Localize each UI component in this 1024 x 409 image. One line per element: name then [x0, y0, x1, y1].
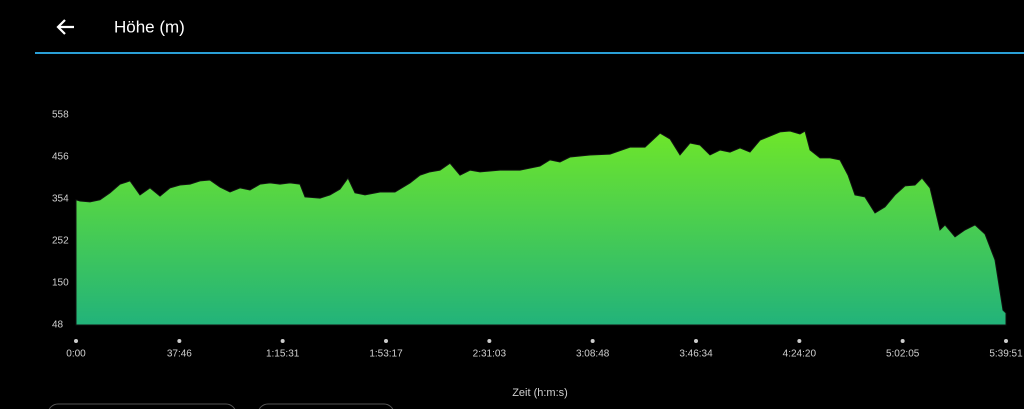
y-tick-label: 354 [52, 194, 69, 205]
x-tick-label: 0:00 [66, 349, 86, 360]
x-tick-dot [487, 339, 492, 343]
y-tick-label: 456 [52, 152, 69, 163]
button[interactable] [258, 403, 394, 409]
x-tick-dot [590, 339, 595, 343]
x-tick-label: 3:46:34 [679, 349, 713, 360]
x-tick-dot [280, 339, 285, 343]
x-tick-dot [74, 339, 78, 343]
x-tick-label: 4:24:20 [783, 349, 817, 360]
x-tick-dot [177, 339, 182, 343]
x-tick-label: 2:31:03 [473, 349, 507, 360]
x-tick-dot [694, 339, 698, 343]
back-button[interactable] [56, 19, 74, 35]
elevation-area [75, 130, 1007, 326]
y-tick-label: 48 [52, 320, 64, 331]
x-tick-label: 5:02:05 [886, 349, 920, 360]
y-tick-label: 252 [52, 236, 69, 247]
x-tick-dot [900, 339, 905, 343]
page-title: Höhe (m) [114, 17, 185, 36]
x-tick-dot [1004, 339, 1008, 343]
button[interactable] [48, 403, 236, 409]
x-tick-label: 3:08:48 [576, 349, 610, 360]
y-tick-label: 558 [52, 110, 69, 121]
x-tick-label: 1:53:17 [369, 349, 403, 360]
x-tick-label: 5:39:51 [989, 349, 1023, 360]
y-tick-label: 150 [52, 278, 69, 289]
x-tick-label: 37:46 [167, 349, 192, 360]
x-tick-dot [384, 339, 388, 343]
x-tick-dot [797, 339, 802, 343]
x-tick-label: 1:15:31 [266, 349, 300, 360]
x-axis-label: Zeit (h:m:s) [512, 387, 568, 399]
